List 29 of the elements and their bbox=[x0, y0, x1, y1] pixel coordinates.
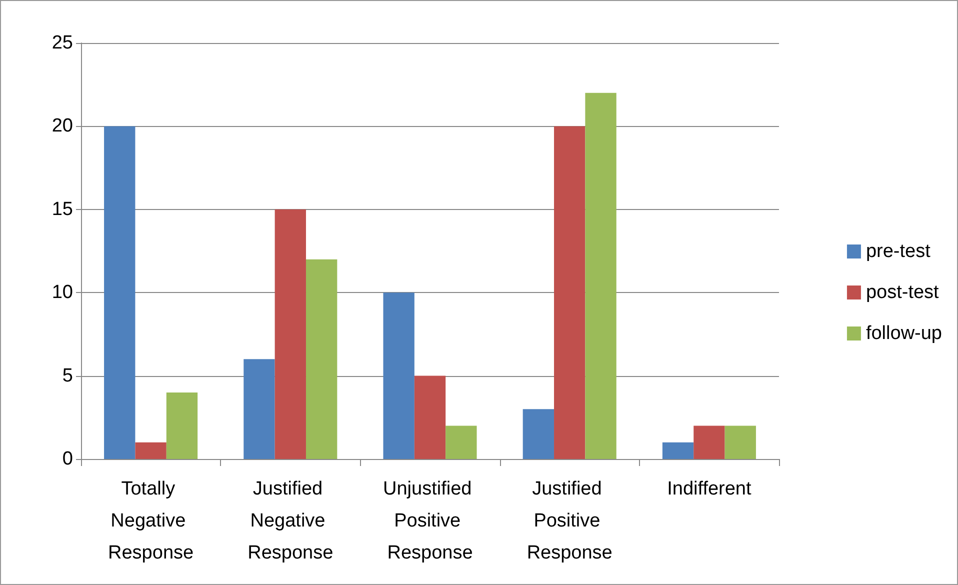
bar bbox=[135, 442, 166, 459]
x-tick-label: Unjustified Positive Response bbox=[383, 478, 477, 564]
bar bbox=[383, 292, 414, 459]
x-tick-label: Justified Positive Response bbox=[526, 478, 612, 564]
bar bbox=[585, 92, 616, 459]
bar bbox=[244, 359, 275, 459]
bar bbox=[274, 209, 306, 459]
bar bbox=[554, 126, 586, 459]
y-tick-label: 0 bbox=[62, 448, 73, 470]
y-tick-label: 25 bbox=[52, 32, 73, 54]
legend-label: pre-test bbox=[866, 241, 932, 262]
bar bbox=[446, 426, 477, 459]
y-tick-label: 5 bbox=[62, 365, 73, 386]
bar bbox=[724, 426, 756, 459]
x-tick-label: Justified Negative Response bbox=[248, 478, 334, 564]
y-tick-label: 20 bbox=[52, 116, 73, 137]
bar bbox=[166, 392, 198, 459]
bar bbox=[414, 376, 446, 459]
x-tick-label: Indifferent bbox=[667, 478, 752, 500]
y-tick-label: 15 bbox=[52, 198, 73, 220]
legend-label: post-test bbox=[866, 282, 940, 303]
x-tick-label: Totally Negative Response bbox=[108, 478, 194, 564]
bar bbox=[104, 126, 136, 459]
legend-label: follow-up bbox=[866, 323, 942, 344]
y-tick-label: 10 bbox=[52, 282, 73, 304]
bar bbox=[694, 426, 725, 459]
bar bbox=[522, 409, 554, 459]
bar bbox=[306, 259, 338, 459]
bar bbox=[662, 442, 694, 459]
